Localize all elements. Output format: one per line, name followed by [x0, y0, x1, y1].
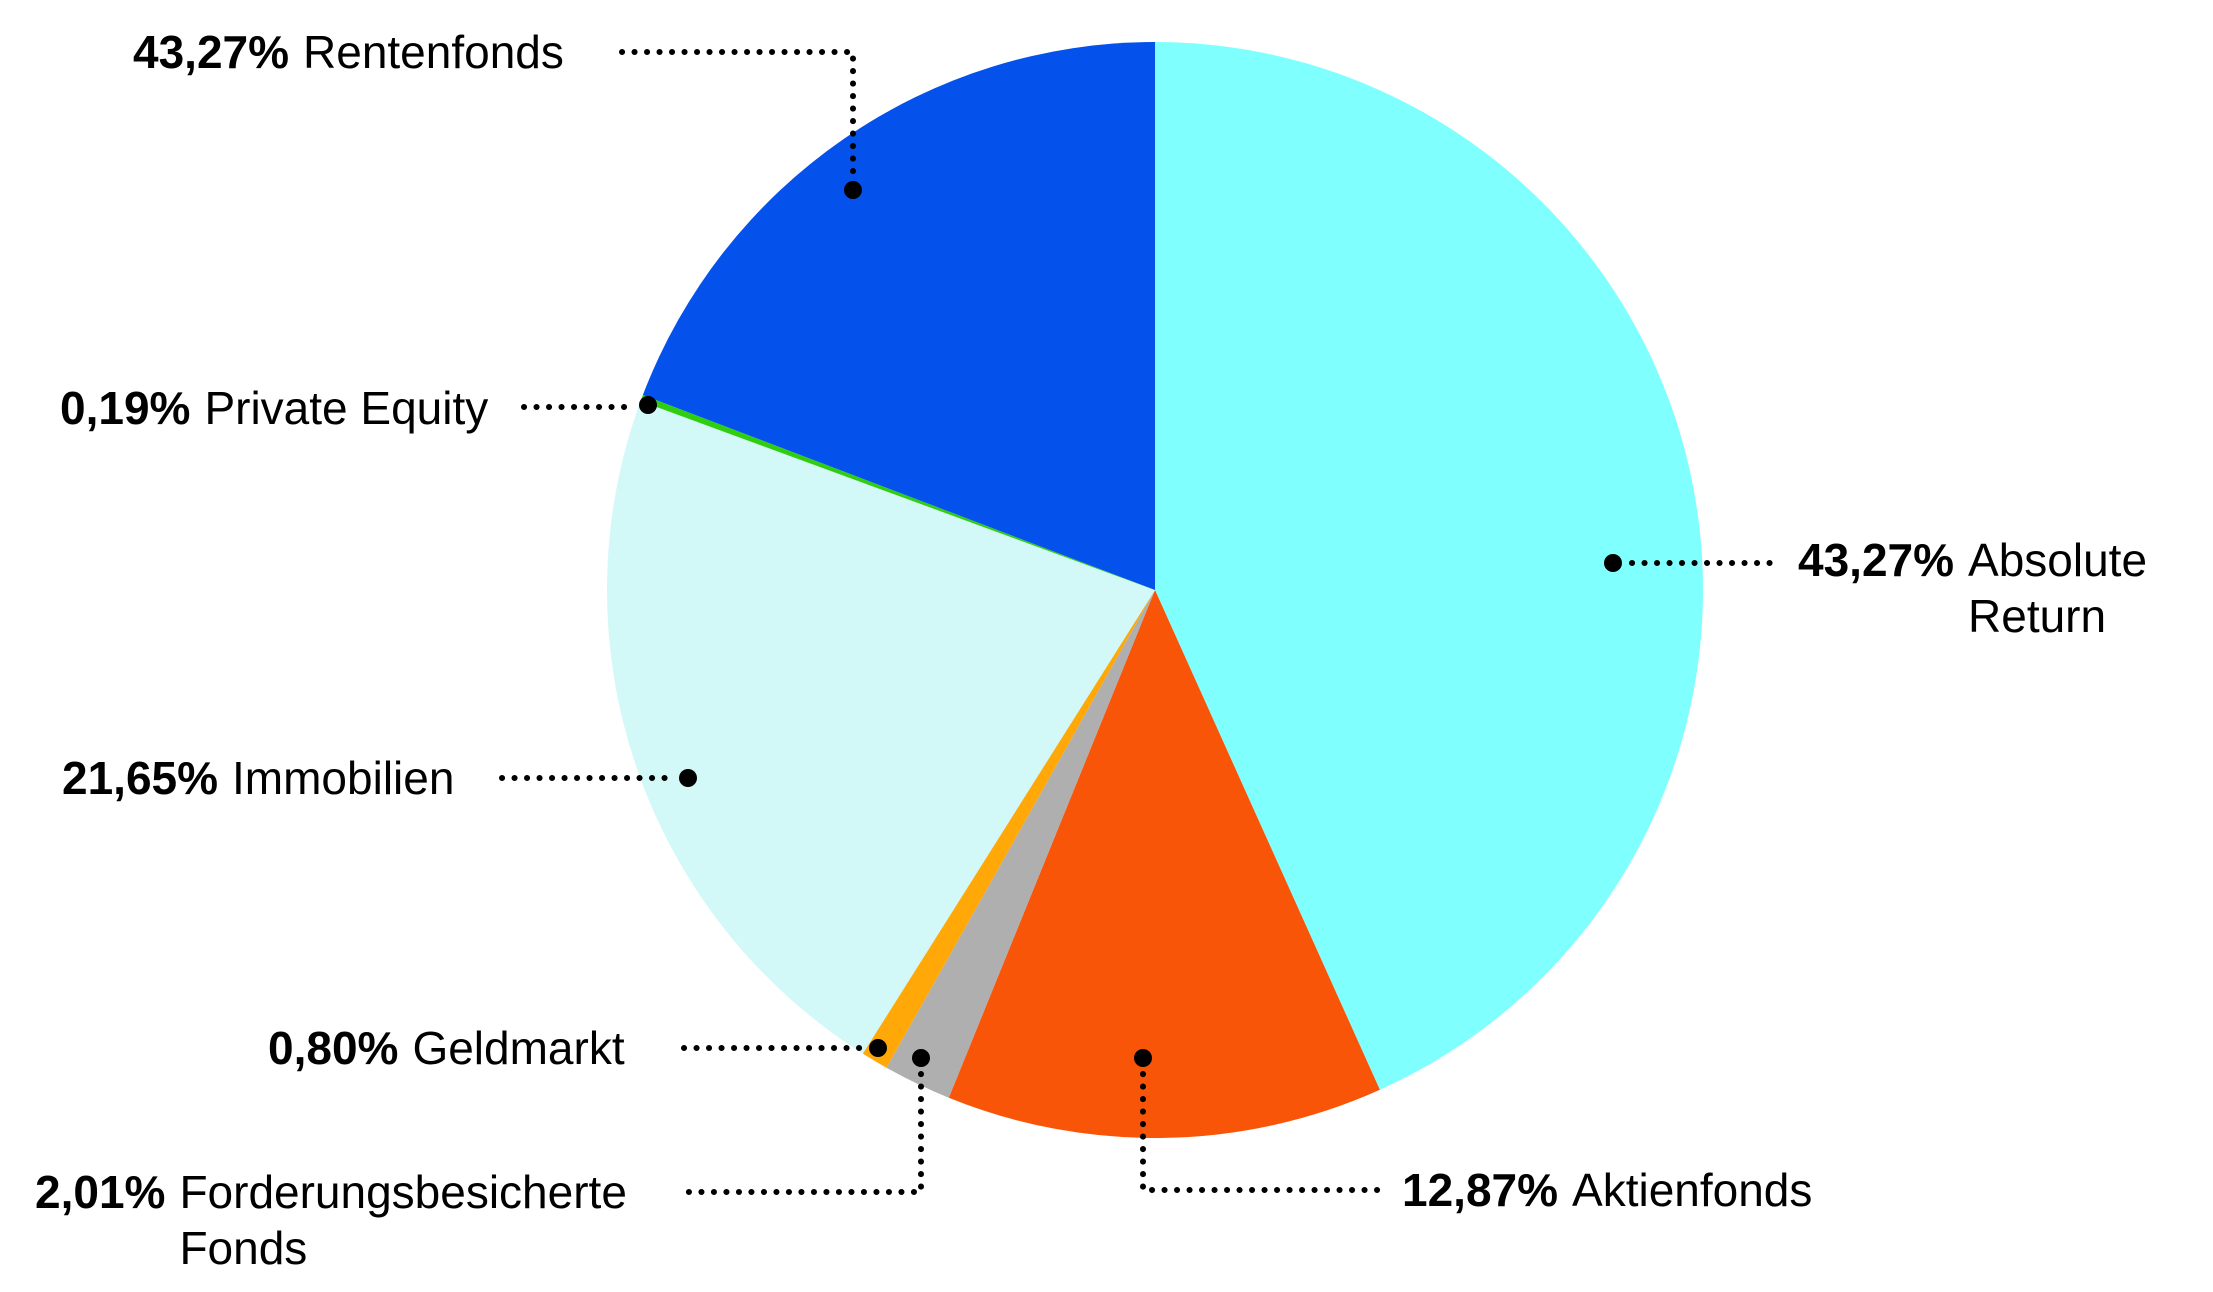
pie-slice-immobilien: [606, 401, 1155, 1054]
label-geldmarkt-value: 0,80%: [268, 1022, 399, 1074]
leader-anchor-dots: [639, 181, 1622, 1067]
aktienfonds-leader-line: [1140, 1071, 1388, 1193]
geldmarkt-anchor-dot: [869, 1039, 887, 1057]
rentenfonds-leader-line: [619, 49, 856, 185]
label-rentenfonds: 43,27% Rentenfonds: [133, 24, 564, 80]
pie-slice-private-equity: [640, 395, 1155, 590]
label-rentenfonds-name: Rentenfonds: [303, 26, 564, 78]
immobilien-anchor-dot: [679, 769, 697, 787]
leader-lines: [499, 49, 1783, 1195]
private-equity-anchor-dot: [639, 396, 657, 414]
label-aktienfonds-name: Aktienfonds: [1572, 1164, 1813, 1216]
label-absolute-return-name: Absolute Return: [1968, 534, 2148, 642]
pie-slice-forderungsbesicherte-fonds: [886, 590, 1155, 1098]
label-immobilien-value: 21,65%: [62, 752, 219, 804]
label-rentenfonds-value: 43,27%: [133, 26, 290, 78]
label-absolute-return: 43,27% Absolute Return: [1798, 532, 2180, 644]
label-private-equity-name: Private Equity: [204, 382, 489, 434]
pie-slice-absolute-return: [1155, 42, 1703, 1090]
label-absolute-return-value: 43,27%: [1798, 534, 1955, 586]
absolute-return-anchor-dot: [1604, 554, 1622, 572]
label-aktienfonds: 12,87% Aktienfonds: [1402, 1162, 1812, 1218]
label-aktienfonds-value: 12,87%: [1402, 1164, 1559, 1216]
pie-slice-rentenfonds: [642, 42, 1155, 590]
label-forderungsbesicherte-fonds: 2,01% Forderungsbesicherte Fonds: [35, 1164, 679, 1276]
label-geldmarkt: 0,80% Geldmarkt: [268, 1020, 625, 1076]
forderungsbesicherte-anchor-dot: [912, 1049, 930, 1067]
pie-slice-geldmarkt: [862, 590, 1155, 1068]
label-forderungsbesicherte-fonds-name: Forderungsbesicherte Fonds: [179, 1166, 627, 1274]
aktienfonds-anchor-dot: [1134, 1049, 1152, 1067]
label-immobilien-name: Immobilien: [232, 752, 455, 804]
label-immobilien: 21,65% Immobilien: [62, 750, 454, 806]
pie-slice-aktienfonds: [948, 590, 1380, 1138]
pie: [606, 42, 1703, 1138]
label-private-equity: 0,19% Private Equity: [60, 380, 488, 436]
label-forderungsbesicherte-fonds-value: 2,01%: [35, 1166, 166, 1218]
rentenfonds-anchor-dot: [844, 181, 862, 199]
label-geldmarkt-name: Geldmarkt: [412, 1022, 625, 1074]
forderungsbesicherte-leader-line: [685, 1071, 924, 1195]
label-private-equity-value: 0,19%: [60, 382, 191, 434]
